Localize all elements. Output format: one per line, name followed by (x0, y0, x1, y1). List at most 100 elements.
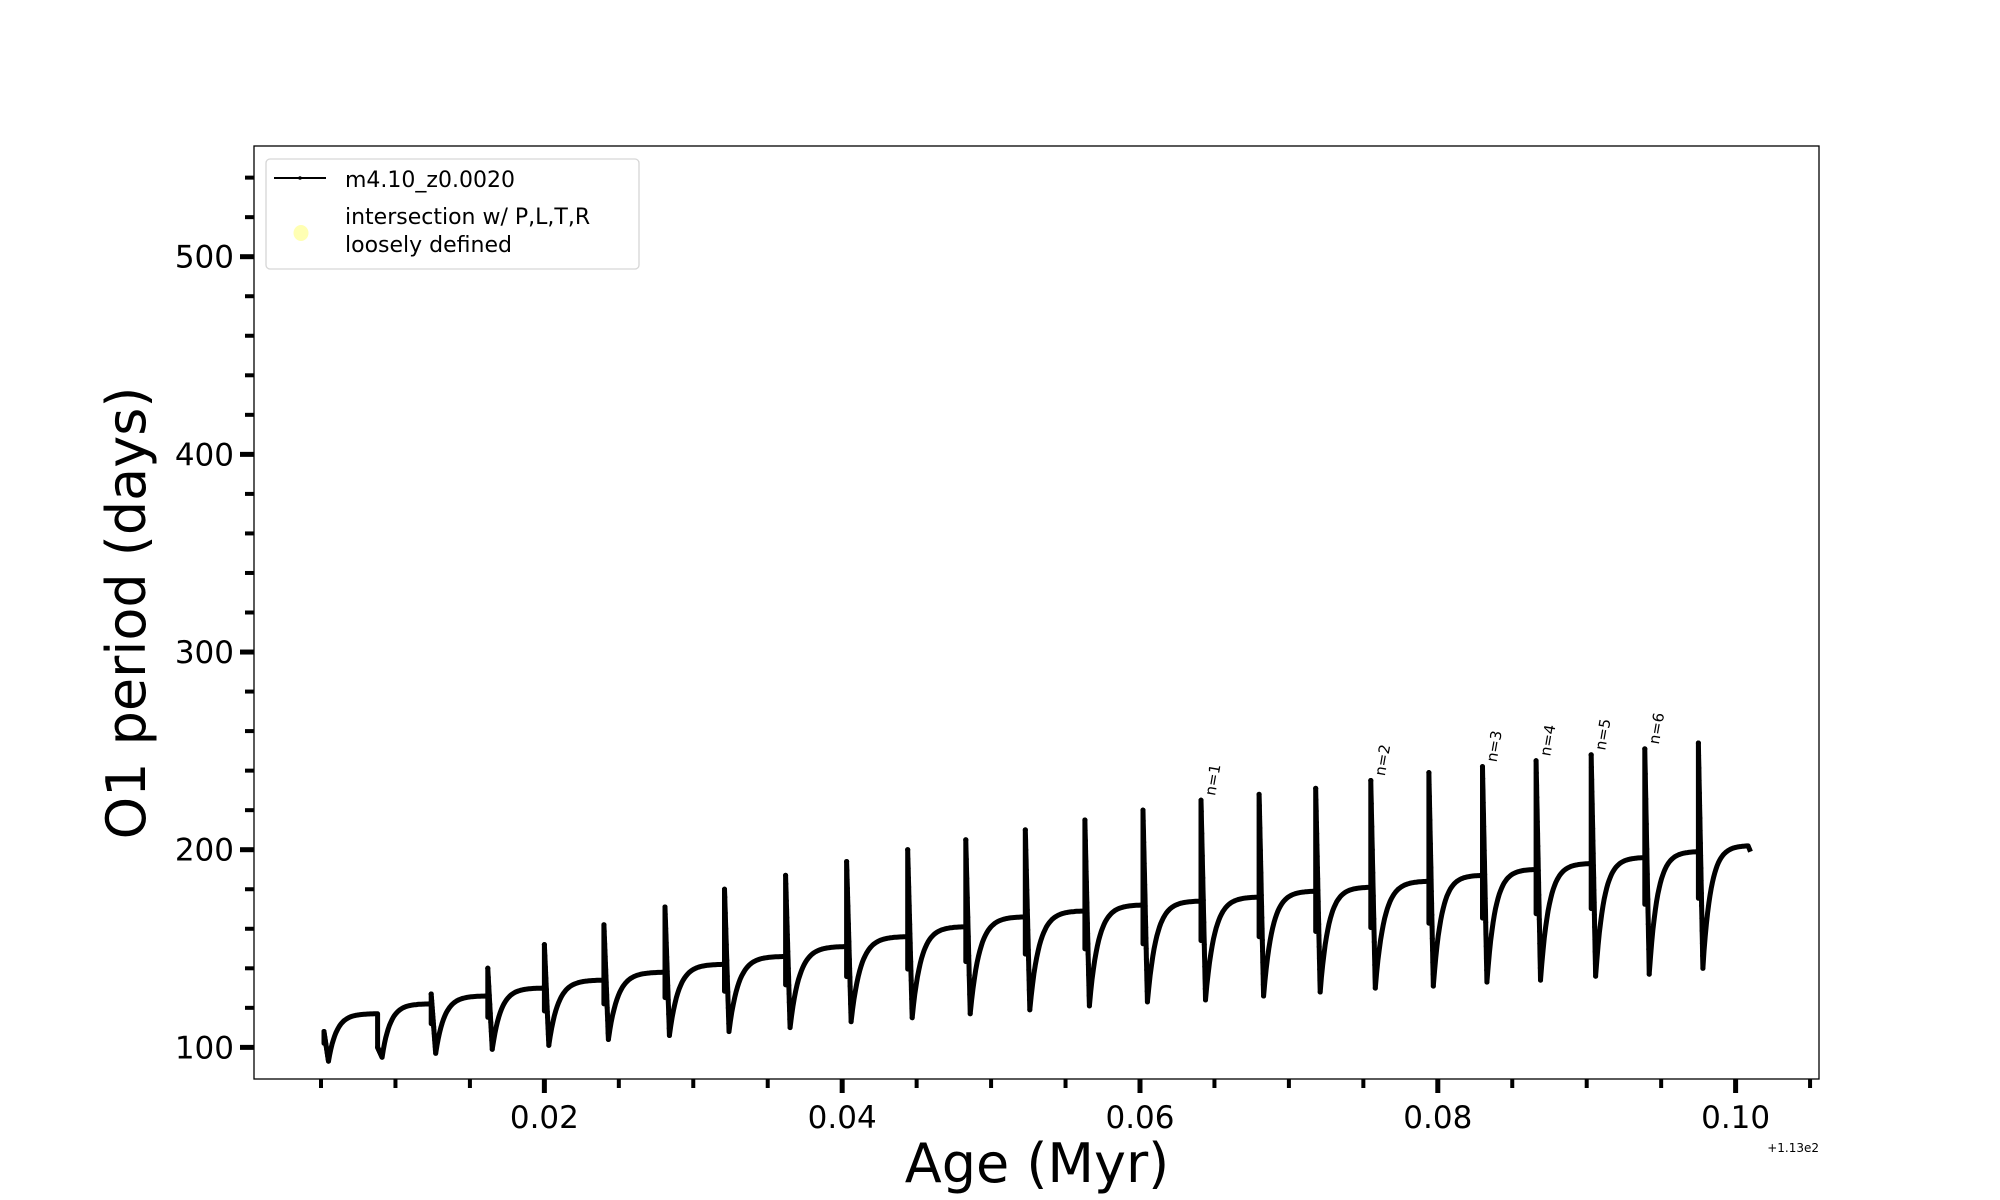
data-point (488, 1019, 494, 1025)
pulse-peak-point (375, 1044, 381, 1050)
data-point (847, 974, 853, 980)
data-point (1697, 828, 1703, 834)
data-point (724, 957, 730, 963)
data-point (1315, 899, 1321, 905)
data-point (1369, 824, 1375, 830)
pulse-peak-point (321, 1029, 327, 1035)
data-point (722, 894, 728, 900)
data-point (1315, 887, 1321, 893)
data-point (1370, 858, 1376, 864)
data-point (785, 957, 791, 963)
data-point (1427, 829, 1433, 835)
data-point (845, 912, 851, 918)
data-point (1644, 871, 1650, 877)
data-point (909, 996, 915, 1002)
data-point (489, 1033, 495, 1039)
data-point (1257, 825, 1263, 831)
data-point (1316, 944, 1322, 950)
data-point (1589, 801, 1595, 807)
data-point (1646, 971, 1652, 977)
data-point (1643, 821, 1649, 827)
data-point (906, 903, 912, 909)
data-point (1260, 948, 1266, 954)
x-tick-label: 0.10 (1701, 1100, 1770, 1136)
data-point (1143, 935, 1149, 941)
data-point (665, 1004, 671, 1010)
data-point (489, 1046, 495, 1052)
data-point (379, 1054, 385, 1060)
data-point (1645, 921, 1651, 927)
data-point (1644, 846, 1650, 852)
data-point (907, 921, 913, 927)
data-point (601, 928, 607, 934)
data-point (1199, 853, 1205, 859)
data-point (1141, 860, 1147, 866)
data-point (908, 977, 914, 983)
data-point (1482, 871, 1488, 877)
data-point (1372, 985, 1378, 991)
data-point (1480, 788, 1486, 794)
data-point (722, 902, 728, 908)
data-point (847, 965, 853, 971)
data-point (1589, 813, 1595, 819)
data-point (1143, 946, 1149, 952)
pulse-peak-point (1533, 758, 1539, 764)
data-point (1260, 971, 1266, 977)
data-point (1536, 892, 1542, 898)
data-point (605, 1036, 611, 1042)
data-point (1025, 917, 1031, 923)
data-point (1430, 971, 1436, 977)
data-point (1430, 983, 1436, 989)
data-point (1372, 962, 1378, 968)
data-point (1024, 897, 1030, 903)
data-point (604, 1005, 610, 1011)
data-point (664, 961, 670, 967)
data-point (663, 925, 669, 931)
data-point (1371, 916, 1377, 922)
data-point (964, 875, 970, 881)
data-point (1141, 850, 1147, 856)
legend-circle-icon (293, 225, 309, 241)
data-point (1202, 986, 1208, 992)
data-point (486, 979, 492, 985)
data-point (486, 992, 492, 998)
data-point (1535, 855, 1541, 861)
data-point (1369, 835, 1375, 841)
data-point (487, 1001, 493, 1007)
data-point (662, 918, 668, 924)
pulse-peak-point (428, 991, 434, 997)
pulse-peak-point (1695, 740, 1701, 746)
data-point (1203, 997, 1209, 1003)
data-point (1258, 881, 1264, 887)
data-point (1144, 978, 1150, 984)
data-point (1141, 871, 1147, 877)
data-point (1697, 815, 1703, 821)
data-point (605, 1017, 611, 1023)
data-point (1483, 955, 1489, 961)
y-tick-label: 300 (175, 635, 234, 671)
pulse-peak-point (1313, 785, 1319, 791)
data-point (1142, 914, 1148, 920)
data-point (1643, 783, 1649, 789)
data-point (1699, 928, 1705, 934)
pulse-peak-point (1140, 807, 1146, 813)
data-point (1202, 964, 1208, 970)
data-point (1199, 819, 1205, 825)
data-point (1480, 812, 1486, 818)
data-point (905, 875, 911, 881)
data-point (848, 1010, 854, 1016)
data-point (665, 990, 671, 996)
legend-marker-icon (298, 176, 302, 180)
data-point (967, 1011, 973, 1017)
data-point (1086, 982, 1092, 988)
data-point (545, 1031, 551, 1037)
data-point (724, 965, 730, 971)
data-point (1428, 853, 1434, 859)
data-point (908, 968, 914, 974)
data-point (666, 1018, 672, 1024)
data-point (1200, 886, 1206, 892)
data-point (965, 943, 971, 949)
data-point (605, 1024, 611, 1030)
data-point (1645, 909, 1651, 915)
data-point (543, 975, 549, 981)
